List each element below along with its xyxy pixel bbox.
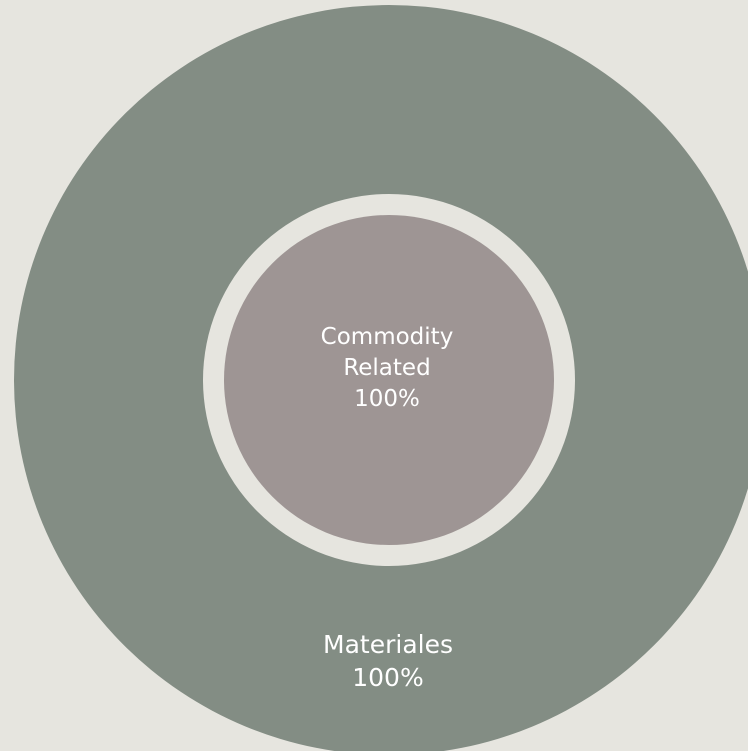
inner-label-line-2: Related: [343, 355, 430, 381]
outer-percent-label: 100%: [352, 663, 423, 692]
inner-percent-label: 100%: [354, 386, 420, 412]
inner-label-line-1: Commodity: [321, 324, 454, 350]
inner-ring-segment-commodity-related[interactable]: [224, 215, 554, 545]
outer-segment-label: Materiales 100%: [323, 630, 453, 692]
outer-label-line-1: Materiales: [323, 630, 453, 659]
inner-segment-label: Commodity Related 100%: [321, 324, 454, 412]
